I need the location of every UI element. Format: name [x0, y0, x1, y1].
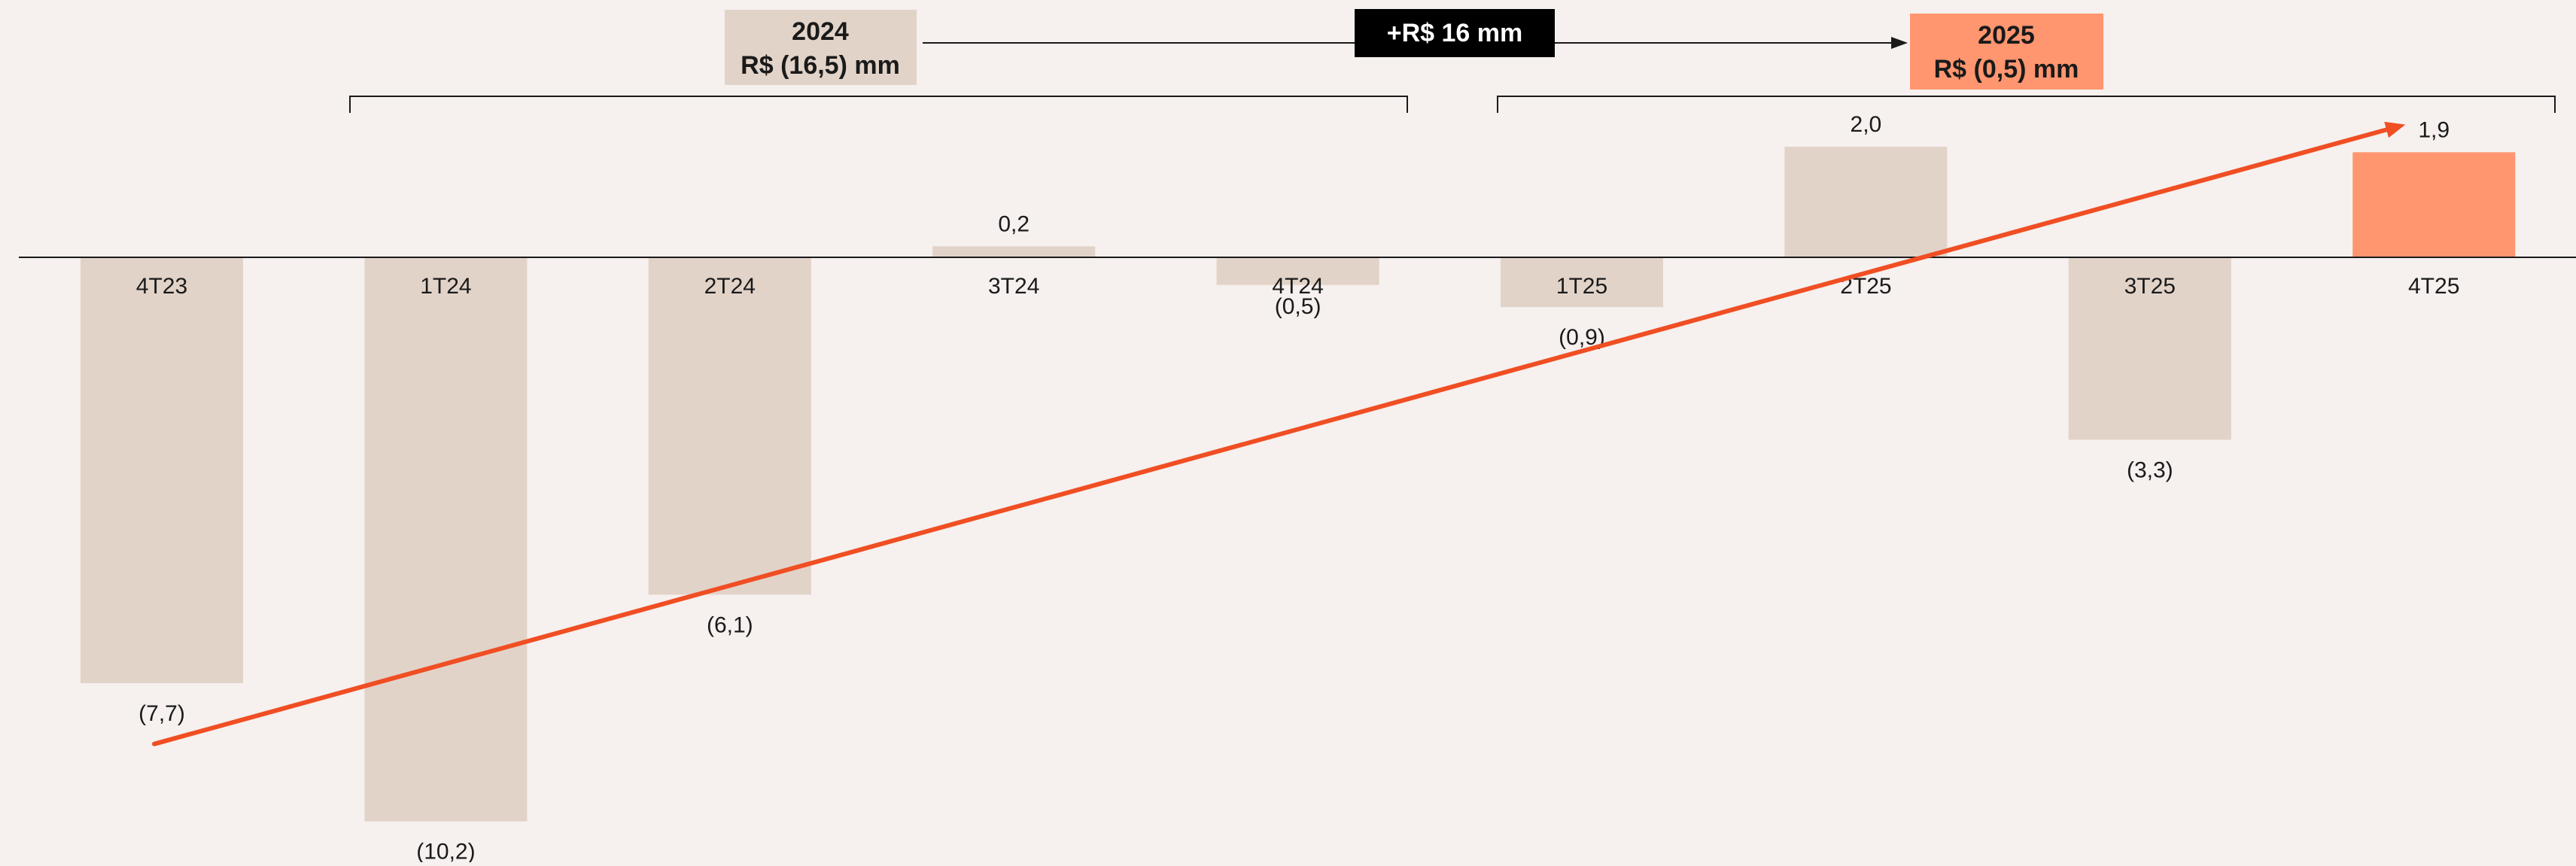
header-summary: 2024 R$ (16,5) mm +R$ 16 mm 2025 R$ (0,5…: [349, 9, 2556, 113]
value-label-3T25: (3,3): [2127, 458, 2173, 483]
value-label-2T25: 2,0: [1851, 112, 1882, 137]
tick-label-4T25: 4T25: [2408, 274, 2459, 299]
bracket-2024: [349, 96, 1408, 113]
tick-label-3T25: 3T25: [2124, 274, 2176, 299]
tick-label-4T24: 4T24: [1272, 274, 1323, 299]
value-label-2T24: (6,1): [707, 612, 753, 637]
bar-1T25: [1501, 257, 1663, 308]
bar-4T23: [81, 257, 243, 683]
value-label-4T25: 1,9: [2418, 117, 2450, 142]
tick-label-4T23: 4T23: [136, 274, 187, 299]
bracket-2025: [1497, 96, 2556, 113]
value-label-4T23: (7,7): [138, 701, 185, 726]
year-2024-label: 2024: [792, 17, 849, 46]
year-2025-box: [1910, 14, 2103, 90]
labels-layer: 4T23(7,7)1T24(10,2)2T24(6,1)3T240,24T24(…: [136, 112, 2460, 864]
value-label-4T24: (0,5): [1275, 294, 1321, 319]
bars-layer: [81, 147, 2516, 822]
tick-label-2T24: 2T24: [704, 274, 756, 299]
year-2025-label: 2025: [1978, 21, 2035, 50]
year-2024-value: R$ (16,5) mm: [741, 51, 900, 80]
tick-label-1T25: 1T25: [1556, 274, 1607, 299]
trend-arrow-head-icon: [2384, 121, 2406, 138]
year-2024-box: [725, 10, 917, 85]
bar-4T25: [2352, 152, 2516, 257]
bar-4T24: [1216, 257, 1379, 285]
delta-box: [1355, 9, 1555, 57]
delta-arrow-head-icon: [1891, 37, 1908, 49]
bar-2T24: [648, 257, 811, 595]
trend-layer: [152, 121, 2406, 746]
value-label-1T24: (10,2): [416, 840, 475, 862]
value-label-3T24: 0,2: [998, 211, 1029, 236]
tick-label-3T24: 3T24: [988, 274, 1039, 299]
delta-label: +R$ 16 mm: [1387, 19, 1523, 47]
bar-1T24: [364, 257, 528, 822]
bar-2T25: [1784, 147, 1948, 257]
tick-label-1T24: 1T24: [420, 274, 471, 299]
year-2025-value: R$ (0,5) mm: [1934, 55, 2079, 84]
trend-line: [152, 124, 2399, 746]
bar-3T25: [2068, 257, 2231, 440]
bar-3T24: [932, 246, 1096, 257]
